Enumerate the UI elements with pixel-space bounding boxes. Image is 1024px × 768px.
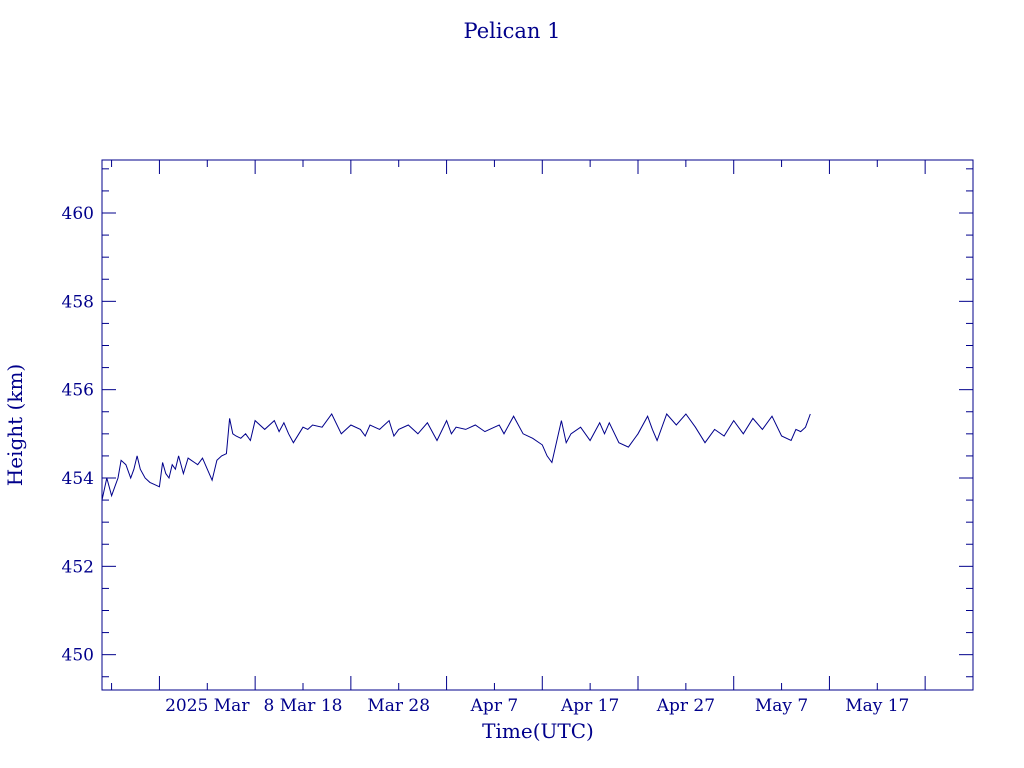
y-tick-label: 452 [62, 557, 94, 577]
x-tick-label: 8 Mar 18 [264, 696, 343, 716]
x-tick-label: Apr 7 [470, 696, 519, 716]
x-axis-tick-labels: 2025 Mar 8 Mar 18 Mar 28 Apr 7 Apr 17 Apr 27 M… [165, 696, 909, 716]
x-tick-label: May 17 [845, 696, 909, 716]
x-tick-label: 2025 Mar [165, 696, 250, 716]
x-axis-label: Time(UTC) [482, 719, 594, 743]
y-tick-label: 456 [62, 381, 94, 401]
x-axis-ticks [111, 160, 974, 690]
y-axis-label: Height (km) [3, 364, 27, 486]
y-axis-ticks [102, 168, 973, 678]
y-tick-label: 450 [62, 646, 94, 666]
x-tick-label: Apr 27 [656, 696, 715, 716]
chart-title: Pelican 1 [464, 19, 561, 43]
x-tick-label: Apr 17 [560, 696, 619, 716]
y-tick-label: 460 [62, 204, 94, 224]
x-tick-label: May 7 [755, 696, 808, 716]
y-axis-tick-labels: 450 452 454 456 458 460 [62, 204, 94, 666]
y-tick-label: 458 [62, 292, 94, 312]
y-tick-label: 454 [62, 469, 94, 489]
x-tick-label: Mar 28 [367, 696, 430, 716]
series-line [101, 413, 811, 501]
plot-area-border [101, 159, 974, 691]
plot-frame [101, 159, 974, 691]
